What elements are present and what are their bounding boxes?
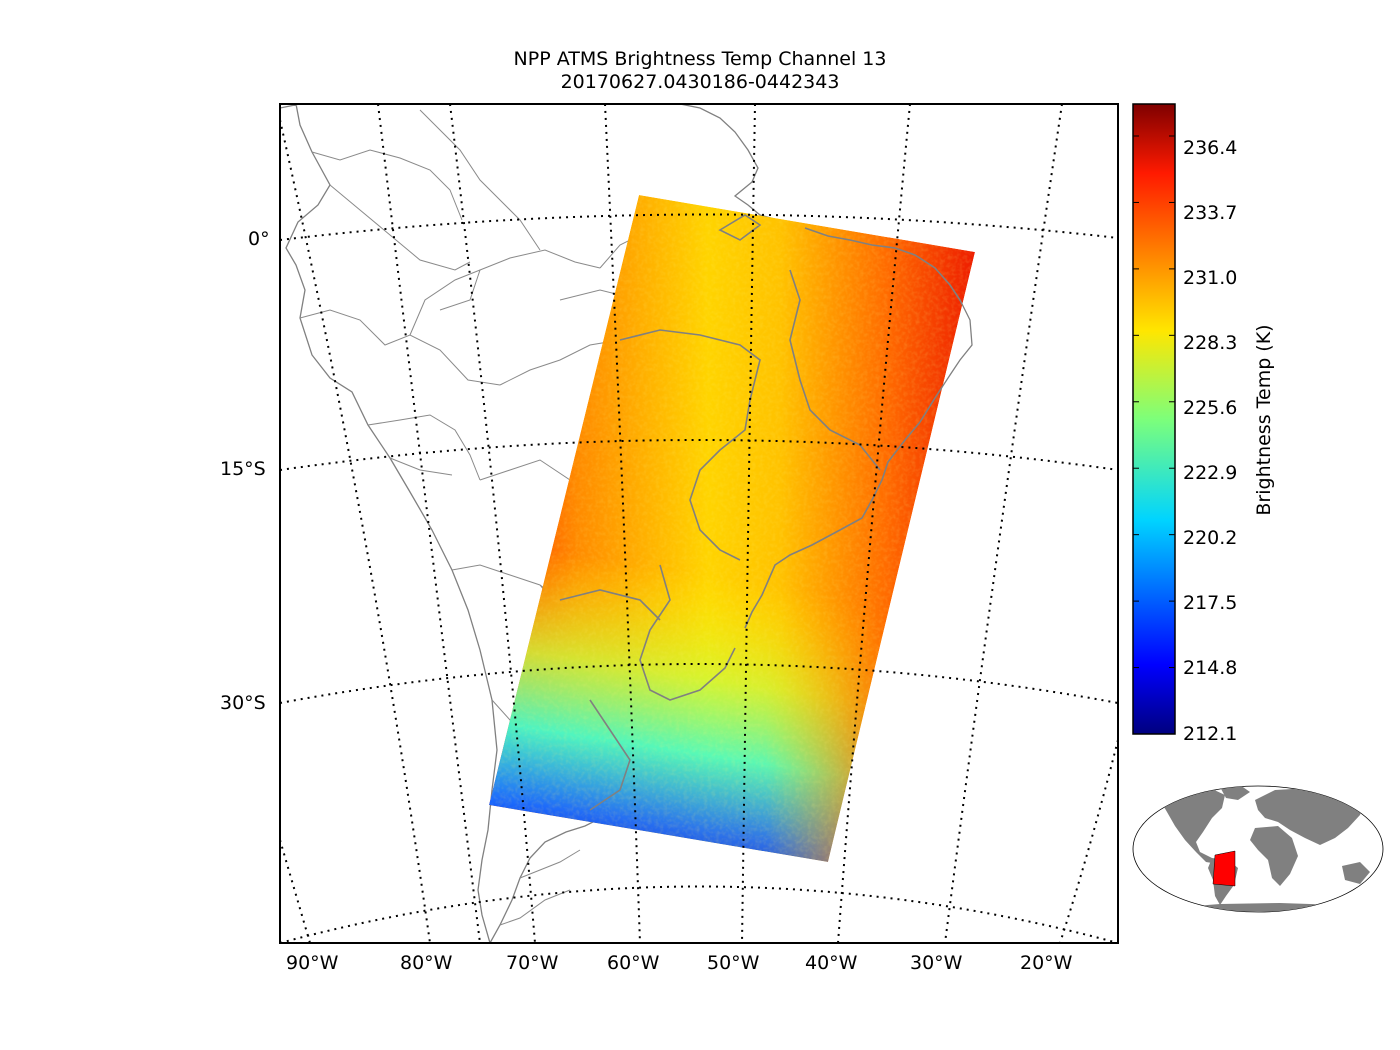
lon-label-20w: 20°W <box>1020 952 1073 974</box>
colorbar-tick-label: 236.4 <box>1183 137 1238 159</box>
colorbar-tick-label: 222.9 <box>1183 462 1238 484</box>
graticule <box>280 104 1118 943</box>
lat-label-30s: 30°S <box>220 692 266 714</box>
colorbar-tick-label: 212.1 <box>1183 723 1238 745</box>
lon-label-40w: 40°W <box>805 952 858 974</box>
lon-label-60w: 60°W <box>607 952 660 974</box>
colorbar-title: Brightness Temp (K) <box>1253 324 1275 516</box>
colorbar-tick-label: 214.8 <box>1183 657 1238 679</box>
lon-label-50w: 50°W <box>707 952 760 974</box>
map-subtitle: 20170627.0430186-0442343 <box>560 71 840 93</box>
lat-label-15s: 15°S <box>220 458 266 480</box>
lon-label-70w: 70°W <box>506 952 559 974</box>
inset-antarctica <box>1170 903 1370 912</box>
parallel-0 <box>280 213 1118 241</box>
inset-swath-footprint <box>1212 850 1236 887</box>
map-area <box>280 104 1118 943</box>
parallel-30s <box>280 663 1118 704</box>
meridian-60w <box>604 104 641 943</box>
inset-australia <box>1342 862 1370 884</box>
colorbar-tick-label: 225.6 <box>1183 397 1238 419</box>
colorbar-ticks <box>1133 135 1175 735</box>
parallel-15s <box>280 439 1118 471</box>
meridian-80w <box>377 104 481 943</box>
lon-label-30w: 30°W <box>910 952 963 974</box>
colorbar-tick-label: 233.7 <box>1183 202 1238 224</box>
colorbar-tick-label: 228.3 <box>1183 332 1238 354</box>
inset-africa <box>1250 826 1298 886</box>
meridian-50w <box>741 104 756 943</box>
meridian-90w <box>280 119 431 943</box>
inset-greenland <box>1220 786 1250 800</box>
lat-label-0: 0° <box>248 228 270 250</box>
colorbar <box>1132 103 1176 735</box>
colorbar-tick-label: 220.2 <box>1183 527 1238 549</box>
lon-label-80w: 80°W <box>400 952 453 974</box>
lon-label-90w: 90°W <box>286 952 339 974</box>
map-title: NPP ATMS Brightness Temp Channel 13 <box>513 48 887 70</box>
inset-europe-asia <box>1255 788 1365 845</box>
meridian-70w <box>449 104 536 943</box>
inset-north-america <box>1160 788 1225 864</box>
colorbar-tick-label: 217.5 <box>1183 592 1238 614</box>
map-frame <box>279 103 1119 944</box>
inset-world-map <box>1132 785 1384 913</box>
colorbar-tick-label: 231.0 <box>1183 267 1238 289</box>
